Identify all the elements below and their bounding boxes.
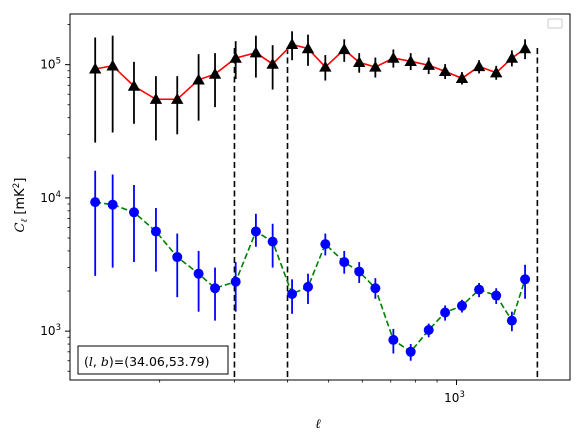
series-1-point-5 — [193, 268, 204, 279]
series-0-point-12 — [319, 60, 332, 72]
series-0-point-7 — [229, 51, 242, 63]
series-1-point-22 — [491, 290, 502, 301]
annotation-text: (l, b)=(34.06,53.79) — [84, 354, 210, 369]
series-1-point-21 — [474, 284, 485, 295]
axes-frame — [69, 13, 571, 381]
series-1-line — [95, 201, 526, 353]
series-0-point-20 — [455, 72, 469, 83]
series-1-point-16 — [388, 334, 399, 345]
series-0-point-23 — [505, 51, 519, 63]
series-0-point-5 — [192, 73, 205, 85]
series-1-point-3 — [150, 226, 161, 237]
series-1-point-14 — [354, 266, 365, 277]
series-0-point-21 — [472, 60, 486, 72]
series-1-point-7 — [230, 276, 241, 287]
series-1-point-24 — [520, 274, 531, 285]
y-axis-label-c: C — [13, 222, 28, 232]
series-1-point-11 — [303, 281, 314, 292]
series-0-point-3 — [149, 93, 163, 104]
legend-box — [547, 18, 563, 29]
series-0-point-11 — [301, 42, 315, 54]
series-0-point-15 — [369, 60, 382, 72]
series-1-point-8 — [250, 226, 261, 237]
annotation-box: (l, b)=(34.06,53.79) — [77, 345, 229, 375]
series-0-point-19 — [438, 65, 452, 77]
series-0-point-2 — [127, 79, 141, 91]
series-1-point-10 — [287, 289, 298, 300]
series-0-point-8 — [249, 46, 263, 58]
series-0-point-0 — [88, 62, 102, 74]
x-axis-label: ℓ — [315, 417, 321, 432]
series-1-point-6 — [210, 283, 221, 294]
series-1-point-23 — [506, 315, 517, 326]
series-0-point-6 — [208, 67, 222, 79]
series-1-point-18 — [423, 325, 434, 336]
axis-ticks: 103 104 105 103 — [40, 24, 465, 405]
y-axis-label-close: ] — [13, 178, 28, 183]
y-axis-label-unit: [mK — [13, 188, 28, 219]
series-0-point-24 — [518, 42, 532, 54]
series-1-point-17 — [405, 346, 416, 357]
x-tick-label-0: 103 — [444, 390, 465, 405]
series-0-point-4 — [171, 93, 184, 104]
series-1-point-13 — [339, 257, 350, 268]
y-axis-label-sup: 2 — [12, 183, 22, 189]
series-0-point-10 — [285, 38, 299, 50]
y-tick-label-2: 105 — [40, 57, 61, 72]
series-0-point-1 — [106, 59, 119, 71]
y-axis-label: Cℓ [mK2] — [12, 178, 30, 233]
series-1-point-1 — [107, 199, 118, 210]
series-0-point-14 — [353, 56, 366, 68]
y-tick-label-0: 103 — [40, 323, 61, 338]
series-0-point-13 — [338, 43, 351, 55]
series-0-point-17 — [404, 55, 417, 66]
y-tick-label-1: 104 — [40, 190, 61, 205]
series-1-point-2 — [128, 207, 139, 218]
series-1-point-9 — [267, 236, 278, 247]
series-1-point-19 — [440, 307, 451, 318]
series-0-point-9 — [266, 57, 279, 69]
y-axis-label-sub: ℓ — [20, 219, 30, 223]
plot-area — [88, 31, 539, 380]
series-0-point-16 — [387, 51, 400, 63]
series-1-point-15 — [370, 283, 381, 294]
series-1-point-12 — [320, 239, 331, 250]
series-1-point-4 — [172, 252, 183, 263]
series-1-point-20 — [456, 300, 467, 311]
series-1-point-0 — [90, 197, 101, 208]
series-0-point-18 — [422, 59, 435, 70]
series-0-point-22 — [490, 66, 503, 78]
